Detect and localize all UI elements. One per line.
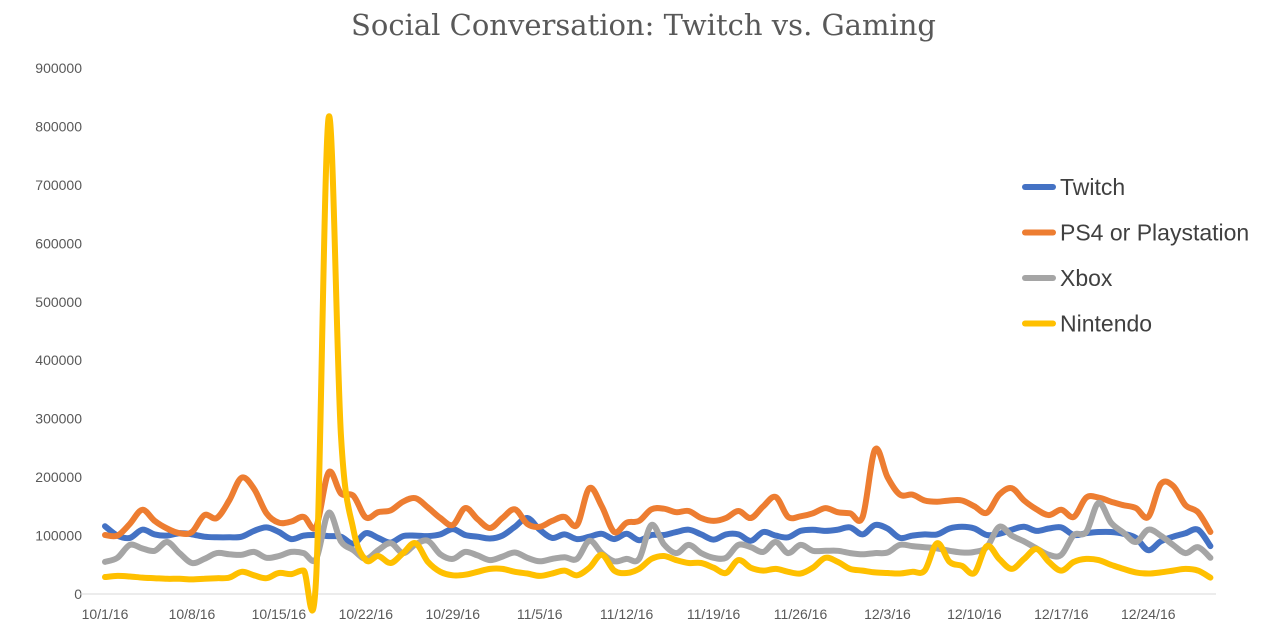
x-tick-label: 10/1/16 [82, 606, 129, 622]
x-tick-label: 11/5/16 [517, 606, 563, 622]
y-tick-label: 700000 [35, 177, 82, 193]
x-tick-label: 12/24/16 [1121, 606, 1176, 622]
y-tick-label: 600000 [35, 235, 82, 251]
series-line-ps4-or-playstation [102, 445, 1214, 540]
y-tick-label: 300000 [35, 411, 82, 427]
legend: Twitch PS4 or Playstation Xbox Nintendo [1022, 174, 1249, 337]
y-tick-label: 100000 [35, 528, 82, 544]
y-tick-label: 800000 [35, 118, 82, 134]
legend-label: PS4 or Playstation [1060, 220, 1249, 246]
y-tick-label: 900000 [35, 60, 82, 76]
y-axis-ticks: 0 100000 200000 300000 400000 500000 600000 700… [35, 60, 82, 602]
series-lines [102, 113, 1214, 614]
y-tick-label: 500000 [35, 294, 82, 310]
x-tick-label: 10/29/16 [426, 606, 481, 622]
series-line-nintendo [102, 113, 1214, 614]
legend-label: Nintendo [1060, 311, 1152, 337]
x-tick-label: 10/15/16 [252, 606, 307, 622]
x-tick-label: 12/10/16 [947, 606, 1002, 622]
series-line-xbox [102, 499, 1214, 567]
x-tick-label: 12/3/16 [864, 606, 911, 622]
y-tick-label: 200000 [35, 469, 82, 485]
x-axis-ticks: 10/1/16 10/8/16 10/15/16 10/22/16 10/29/16 11… [82, 606, 1176, 622]
y-tick-label: 400000 [35, 352, 82, 368]
y-tick-label: 0 [74, 586, 82, 602]
legend-item: PS4 or Playstation [1022, 220, 1249, 246]
legend-item: Xbox [1022, 265, 1113, 291]
x-tick-label: 11/12/16 [600, 606, 654, 622]
legend-item: Nintendo [1022, 311, 1152, 337]
x-tick-label: 10/8/16 [169, 606, 216, 622]
x-tick-label: 11/26/16 [774, 606, 828, 622]
legend-label: Xbox [1060, 265, 1113, 291]
legend-label: Twitch [1060, 174, 1125, 200]
legend-item: Twitch [1022, 174, 1125, 200]
x-tick-label: 11/19/16 [687, 606, 741, 622]
x-tick-label: 10/22/16 [339, 606, 394, 622]
x-tick-label: 12/17/16 [1034, 606, 1089, 622]
chart-title: Social Conversation: Twitch vs. Gaming [351, 8, 936, 42]
